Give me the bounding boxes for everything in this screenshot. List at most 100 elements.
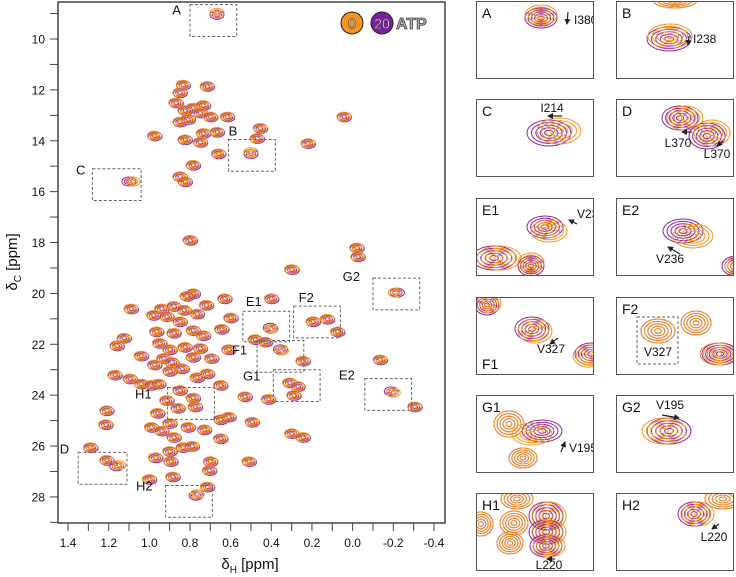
- peak-0atp: [212, 414, 228, 425]
- contour-line: [141, 474, 157, 485]
- contour-line: [656, 28, 684, 44]
- peak-center: [192, 356, 195, 358]
- contour-line: [407, 401, 423, 412]
- peak-center: [219, 383, 222, 386]
- dashed-box: [636, 316, 679, 365]
- inset-contour-plot: I380: [524, 4, 593, 29]
- contour-line: [191, 490, 203, 498]
- peak-0atp: [319, 313, 335, 324]
- peak-0atp: [203, 353, 219, 364]
- contour-line: [659, 425, 679, 437]
- peak-0atp: [111, 460, 127, 471]
- peak-0atp: [177, 176, 193, 187]
- peak-center: [176, 406, 179, 409]
- contour-line: [128, 306, 134, 311]
- contour-line: [295, 432, 311, 443]
- peak-center: [178, 320, 181, 323]
- contour-line: [527, 9, 555, 27]
- contour-line: [166, 432, 182, 443]
- contour-line: [190, 328, 196, 333]
- x-tick-label: 0.6: [222, 536, 239, 550]
- contour-line: [103, 408, 110, 413]
- contour-line: [125, 305, 137, 313]
- contour-line: [164, 447, 175, 455]
- contour-line: [179, 135, 191, 143]
- contour-line: [387, 287, 403, 298]
- peak-center: [326, 317, 329, 320]
- peak-center: [160, 429, 163, 432]
- contour-line: [149, 407, 165, 418]
- peak-0atp: [273, 345, 289, 356]
- peak-0atp: [263, 324, 279, 335]
- peak-center: [243, 395, 246, 398]
- contour-line: [215, 151, 222, 156]
- inset-peak-0atp: [681, 501, 715, 527]
- inset-peak-0atp: [672, 223, 714, 249]
- peak-center: [153, 134, 156, 137]
- peak-center: [199, 111, 202, 114]
- peak-center: [290, 268, 293, 271]
- contour-line: [164, 419, 175, 427]
- inset-panel-F2: F2 V327: [616, 297, 734, 375]
- peak-0atp: [350, 251, 366, 262]
- contour-line: [176, 304, 192, 315]
- contour-line: [392, 290, 399, 295]
- contour-line: [99, 405, 115, 416]
- inset-peak-0atp: [572, 344, 593, 368]
- residue-label: L220: [701, 530, 728, 544]
- shift-arrow-icon: [568, 219, 578, 225]
- contour-line: [517, 318, 553, 344]
- contour-line: [156, 427, 167, 435]
- y-axis-title: δC [ppm]: [4, 233, 24, 290]
- residue-label: V327: [537, 342, 565, 356]
- zoom-box-E1: [242, 310, 291, 343]
- peak-0atp: [201, 465, 217, 476]
- peak-center: [301, 359, 304, 362]
- contour-line: [162, 418, 178, 429]
- peak-0atp: [172, 87, 188, 98]
- peak-center: [130, 307, 133, 310]
- legend-label-20: 20: [374, 16, 390, 32]
- zoom-box-label: H1: [135, 387, 152, 402]
- contour-line: [199, 481, 215, 492]
- contour-line: [180, 82, 186, 87]
- peak-0atp: [263, 293, 279, 304]
- peak-center: [227, 415, 230, 418]
- peak-center: [113, 373, 116, 376]
- contour-line: [198, 331, 209, 339]
- contour-line: [206, 468, 213, 473]
- contour-line: [161, 396, 172, 404]
- contour-line: [268, 327, 275, 332]
- peak-center: [249, 151, 252, 154]
- contour-line: [499, 510, 529, 536]
- peak-0atp: [168, 97, 184, 108]
- peak-0atp: [260, 393, 276, 404]
- contour-line: [684, 230, 702, 242]
- contour-line: [182, 137, 188, 142]
- contour-line: [207, 459, 214, 464]
- inset-peak-0atp: [536, 117, 582, 145]
- contour-line: [730, 261, 733, 271]
- contour-line: [299, 358, 306, 363]
- contour-line: [510, 494, 524, 504]
- contour-line: [224, 114, 231, 119]
- contour-line: [123, 303, 139, 314]
- peak-0atp: [192, 343, 208, 354]
- zoom-box-label: F1: [232, 342, 247, 357]
- contour-line: [324, 316, 331, 321]
- contour-line: [659, 33, 679, 45]
- contour-line: [522, 256, 540, 270]
- contour-line: [684, 503, 712, 525]
- contour-line: [180, 114, 196, 125]
- peak-center: [227, 348, 230, 351]
- contour-line: [513, 496, 521, 502]
- contour-line: [515, 424, 549, 444]
- contour-line: [164, 367, 175, 375]
- shift-arrow-icon: [564, 11, 571, 25]
- contour-line: [341, 114, 347, 119]
- contour-line: [201, 465, 217, 476]
- contour-line: [351, 244, 362, 252]
- peak-center: [165, 399, 168, 402]
- contour-line: [640, 318, 676, 344]
- inset-peak-0atp: [500, 494, 534, 510]
